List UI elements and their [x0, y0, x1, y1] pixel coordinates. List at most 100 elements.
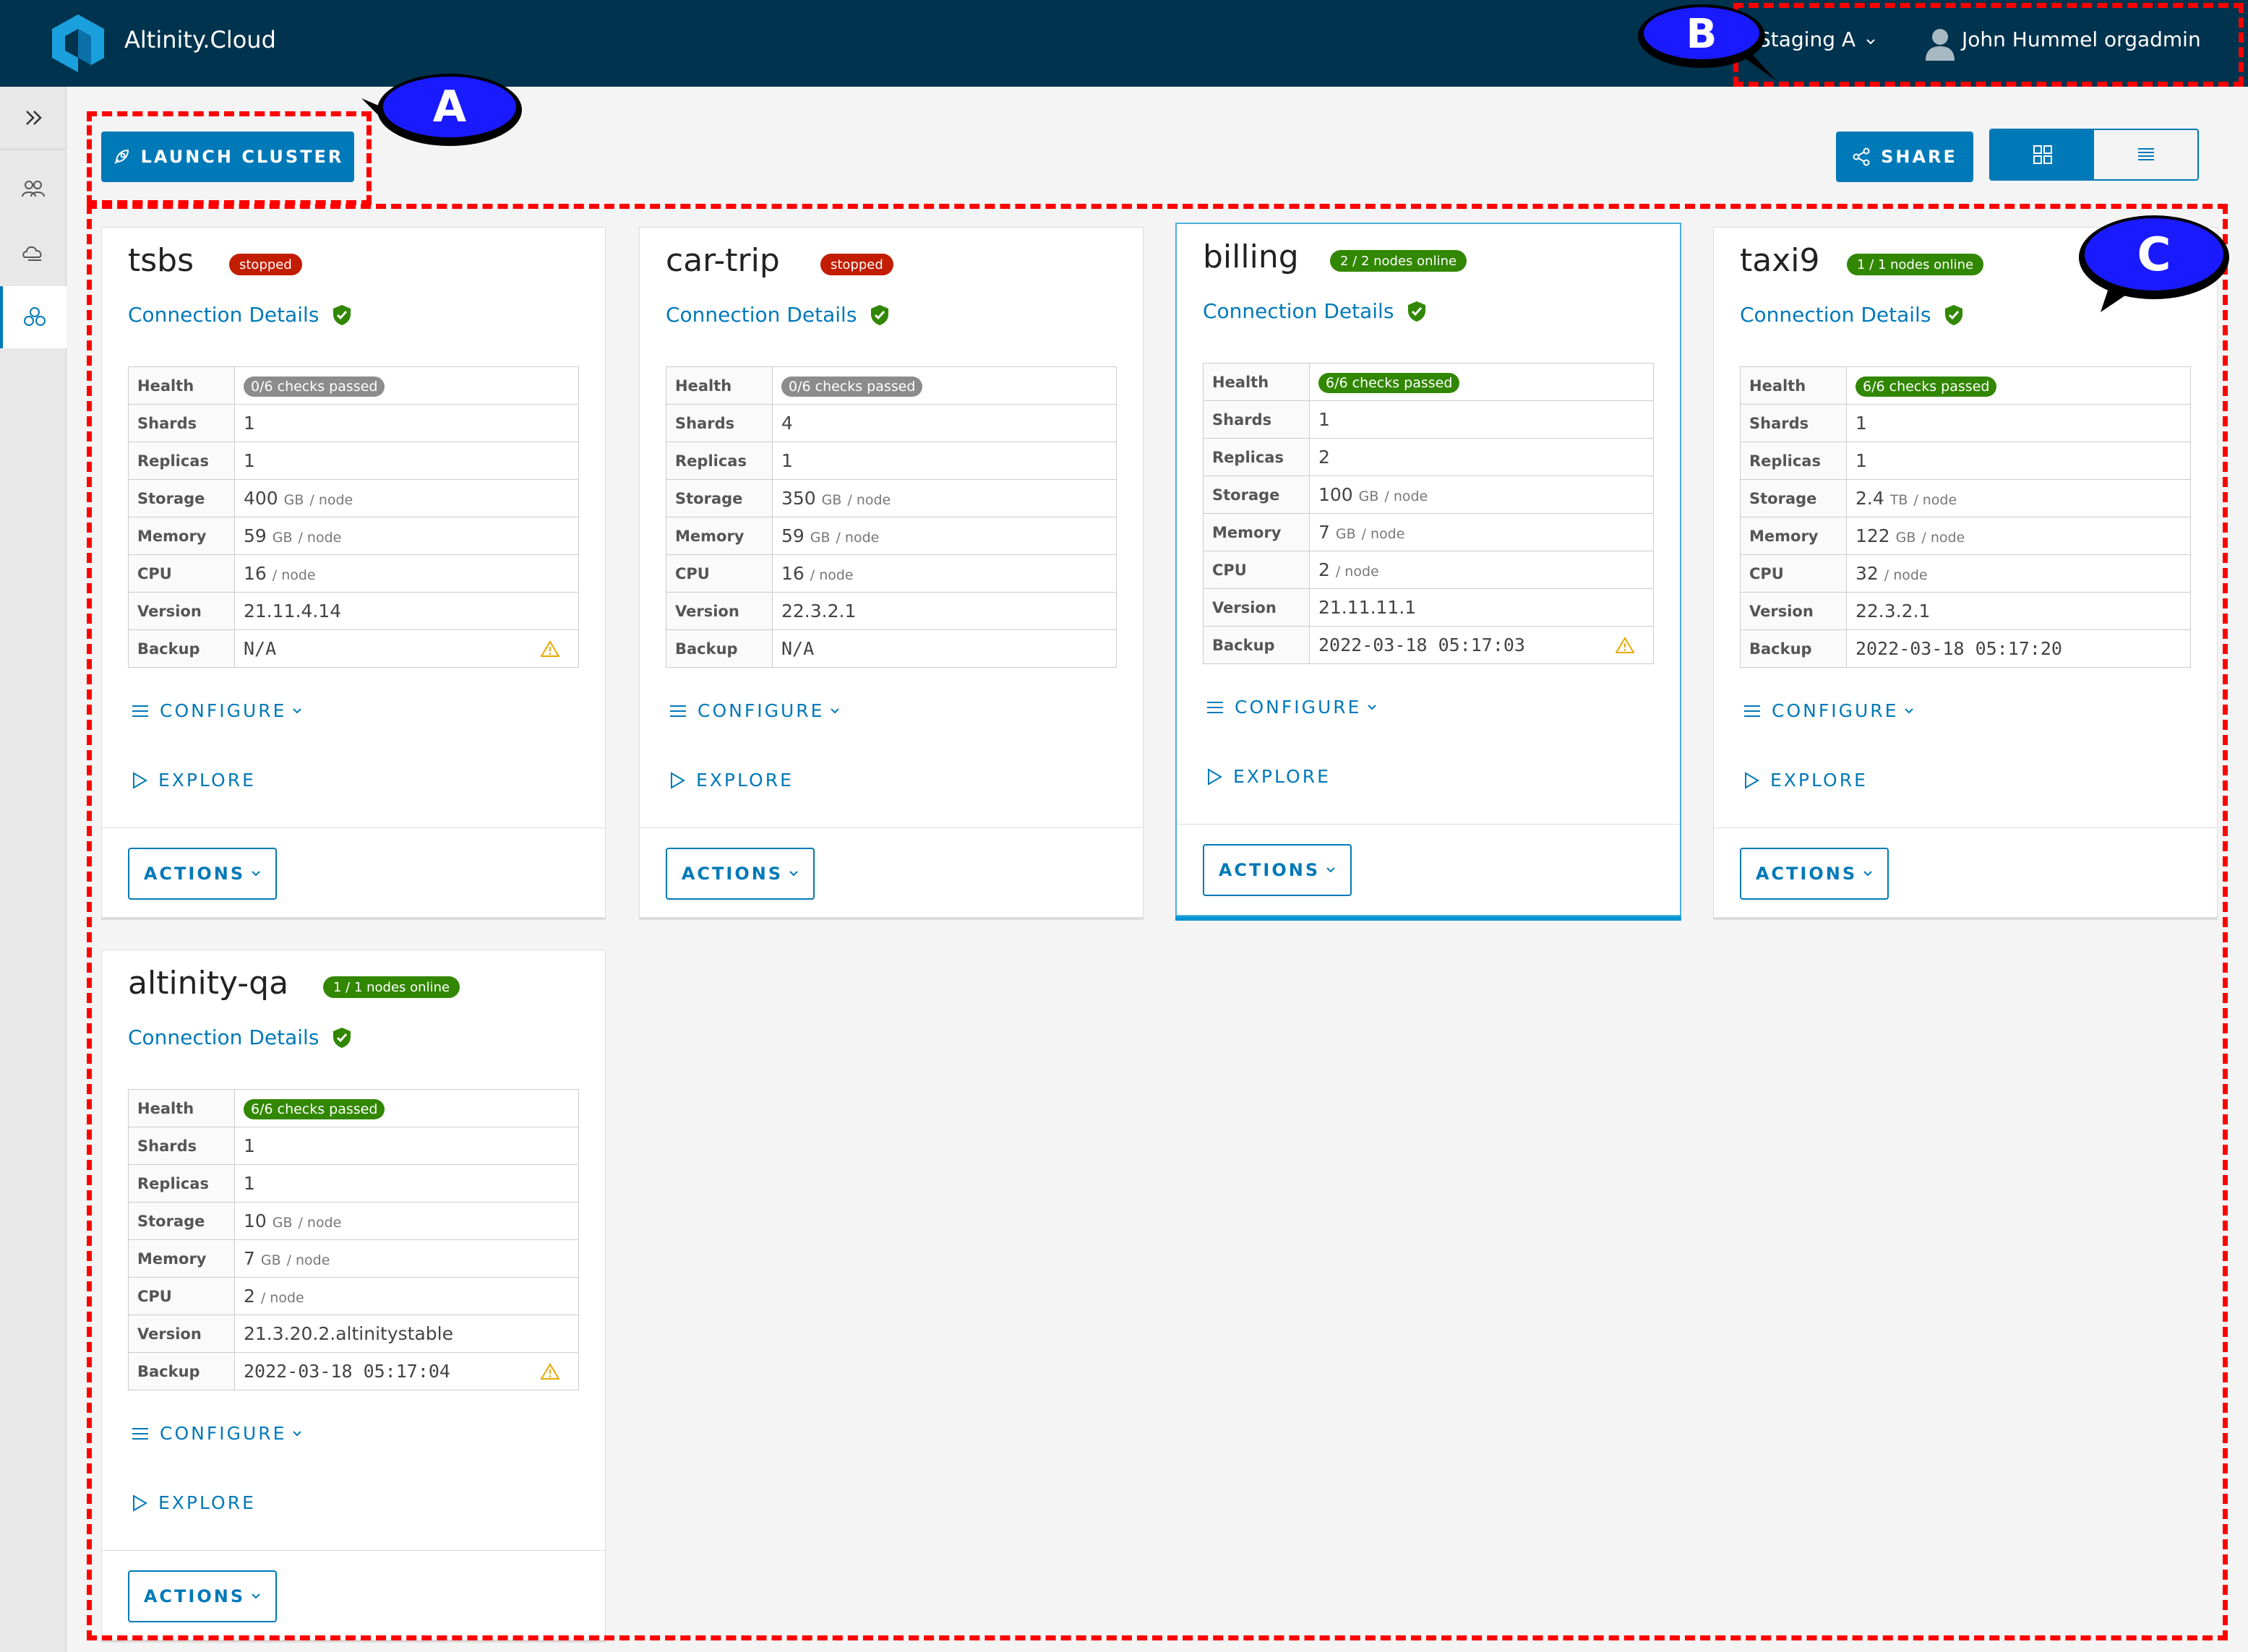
- status-badge: stopped: [229, 254, 302, 275]
- version-value: 21.3.20.2.altinitystable: [234, 1315, 579, 1353]
- environment-selector[interactable]: Staging A: [1758, 27, 1876, 51]
- warning-icon: [541, 640, 559, 657]
- table-row: Memory 122 GB / node: [1740, 517, 2191, 555]
- cluster-card[interactable]: taxi9 1 / 1 nodes online Connection Detail…: [1713, 227, 2218, 918]
- backup-key: Backup: [1203, 626, 1310, 664]
- launch-cluster-button[interactable]: LAUNCH CLUSTER: [101, 132, 354, 182]
- view-toggle: [1989, 129, 2199, 181]
- memory-unit: GB: [260, 1252, 281, 1268]
- health-cell: 6/6 checks passed: [1846, 366, 2191, 405]
- card-divider: [102, 827, 605, 828]
- status-badge: 1 / 1 nodes online: [323, 976, 460, 998]
- table-row: Shards 1: [1203, 400, 1654, 439]
- configure-menu[interactable]: CONFIGURE: [131, 1423, 312, 1444]
- backup-key: Backup: [128, 629, 235, 668]
- storage-value: 350: [781, 488, 816, 509]
- table-row: Memory 7 GB / node: [1203, 513, 1654, 551]
- user-icon[interactable]: [1924, 27, 1956, 61]
- memory-value: 7: [244, 1248, 255, 1269]
- health-key: Health: [128, 1089, 235, 1127]
- version-key: Version: [128, 1315, 235, 1353]
- connection-details-link[interactable]: Connection Details: [1740, 303, 1964, 327]
- connection-details-label: Connection Details: [128, 303, 319, 327]
- user-menu[interactable]: John Hummel orgadmin: [1962, 27, 2201, 51]
- warning-icon: [541, 1363, 559, 1380]
- status-badge: 1 / 1 nodes online: [1847, 254, 1984, 275]
- per-node-label: / node: [847, 492, 891, 508]
- grid-view-button[interactable]: [1991, 130, 2094, 179]
- chevron-down-icon: [293, 1430, 302, 1436]
- rocket-icon: [113, 149, 129, 164]
- explore-link[interactable]: EXPLORE: [1743, 770, 1868, 791]
- per-node-label: / node: [286, 1252, 330, 1268]
- card-divider: [1714, 827, 2217, 828]
- connection-details-link[interactable]: Connection Details: [666, 303, 890, 327]
- cluster-card[interactable]: altinity-qa 1 / 1 nodes online Connection …: [101, 950, 606, 1640]
- replicas-value: 1: [234, 1164, 579, 1203]
- replicas-value: 2: [1309, 438, 1654, 476]
- cluster-name[interactable]: altinity-qa: [128, 965, 289, 1002]
- configure-label: CONFIGURE: [160, 700, 287, 721]
- replicas-value: 1: [1846, 442, 2191, 480]
- chevron-down-icon: [1863, 871, 1872, 877]
- configure-menu[interactable]: CONFIGURE: [1206, 697, 1387, 718]
- explore-link[interactable]: EXPLORE: [131, 770, 256, 791]
- replicas-key: Replicas: [1740, 442, 1847, 480]
- table-row: Backup N/A: [128, 629, 579, 668]
- actions-button[interactable]: ACTIONS: [128, 1570, 277, 1622]
- card-divider: [640, 827, 1143, 828]
- health-cell: 0/6 checks passed: [772, 366, 1117, 405]
- configure-menu[interactable]: CONFIGURE: [669, 700, 850, 721]
- per-node-label: / node: [309, 492, 353, 508]
- share-button[interactable]: SHARE: [1836, 132, 1973, 182]
- per-node-label: / node: [1913, 492, 1957, 508]
- explore-link[interactable]: EXPLORE: [131, 1492, 256, 1513]
- list-icon: [2137, 148, 2154, 160]
- altinity-logo-icon[interactable]: [49, 13, 107, 74]
- per-node-label: / node: [272, 567, 316, 583]
- table-row: Version 22.3.2.1: [1740, 592, 2191, 630]
- table-row: Replicas 1: [666, 442, 1117, 480]
- table-row: Backup 2022-03-18 05:17:03: [1203, 626, 1654, 664]
- table-row: Backup N/A: [666, 629, 1117, 668]
- sidebar-item-environments[interactable]: [0, 221, 67, 283]
- explore-link[interactable]: EXPLORE: [1206, 766, 1331, 787]
- chevron-down-icon: [293, 707, 302, 713]
- table-row: Health 6/6 checks passed: [1740, 366, 2191, 405]
- configure-menu[interactable]: CONFIGURE: [1743, 700, 1924, 721]
- connection-details-link[interactable]: Connection Details: [1203, 299, 1427, 323]
- actions-button[interactable]: ACTIONS: [128, 848, 277, 900]
- cluster-name[interactable]: tsbs: [128, 242, 194, 279]
- explore-link[interactable]: EXPLORE: [669, 770, 794, 791]
- connection-details-link[interactable]: Connection Details: [128, 303, 352, 327]
- actions-button[interactable]: ACTIONS: [1740, 848, 1889, 900]
- actions-button[interactable]: ACTIONS: [1203, 844, 1352, 896]
- app-title[interactable]: Altinity.Cloud: [124, 26, 276, 53]
- actions-label: ACTIONS: [143, 864, 246, 884]
- sidebar-item-accounts[interactable]: [0, 158, 67, 220]
- annotation-label-b: B: [1686, 11, 1717, 58]
- configure-menu[interactable]: CONFIGURE: [131, 700, 312, 721]
- replicas-key: Replicas: [128, 1164, 235, 1203]
- cluster-name[interactable]: car-trip: [666, 242, 780, 279]
- list-view-button[interactable]: [2094, 130, 2197, 179]
- cluster-card[interactable]: car-trip stopped Connection Details Health 0…: [639, 227, 1144, 918]
- cluster-name[interactable]: billing: [1203, 238, 1299, 275]
- connection-details-link[interactable]: Connection Details: [128, 1025, 352, 1049]
- backup-value: 2022-03-18 05:17:04: [244, 1361, 450, 1382]
- sidebar-item-clusters[interactable]: [0, 286, 67, 348]
- play-icon: [133, 771, 147, 789]
- cluster-name[interactable]: taxi9: [1740, 242, 1820, 279]
- cluster-card[interactable]: tsbs stopped Connection Details Health 0/6 c…: [101, 227, 606, 918]
- actions-button[interactable]: ACTIONS: [666, 848, 815, 900]
- memory-unit: GB: [1335, 526, 1356, 542]
- shards-value: 1: [1846, 404, 2191, 442]
- cluster-card[interactable]: billing 2 / 2 nodes online Connection Deta…: [1175, 223, 1681, 916]
- cpu-value: 16: [781, 563, 805, 584]
- memory-key: Memory: [128, 517, 235, 555]
- actions-label: ACTIONS: [1755, 864, 1858, 884]
- table-row: Backup 2022-03-18 05:17:20: [1740, 629, 2191, 668]
- cpu-key: CPU: [128, 1277, 235, 1315]
- sidebar-expand-button[interactable]: [0, 87, 67, 150]
- configure-label: CONFIGURE: [1772, 700, 1899, 721]
